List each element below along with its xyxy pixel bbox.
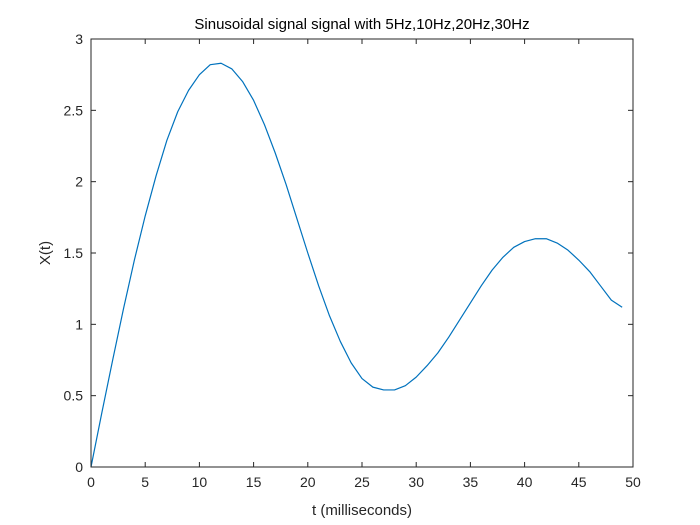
data-point — [329, 315, 330, 316]
plot-area — [91, 39, 633, 467]
data-point — [177, 111, 178, 112]
y-tick-label: 2.5 — [64, 102, 84, 118]
data-point — [155, 175, 156, 176]
data-point — [535, 238, 536, 239]
data-point — [340, 341, 341, 342]
data-point — [264, 124, 265, 125]
x-tick-label: 20 — [300, 474, 316, 490]
y-tick-label: 2 — [75, 174, 83, 190]
x-tick-label: 40 — [517, 474, 533, 490]
data-point — [448, 337, 449, 338]
data-point — [166, 140, 167, 141]
x-tick-label: 0 — [87, 474, 95, 490]
data-point — [567, 250, 568, 251]
y-tick-label: 1 — [75, 316, 83, 332]
data-point — [578, 260, 579, 261]
data-point — [275, 153, 276, 154]
x-tick-label: 50 — [625, 474, 641, 490]
x-tick-label: 5 — [141, 474, 149, 490]
data-point — [546, 238, 547, 239]
series-line — [90, 62, 623, 468]
x-tick-label: 45 — [571, 474, 587, 490]
x-tick-label: 35 — [463, 474, 479, 490]
data-point — [307, 252, 308, 253]
data-point — [112, 359, 113, 360]
data-point — [589, 271, 590, 272]
y-tick-label: 1.5 — [64, 245, 84, 261]
data-point — [383, 389, 384, 390]
data-point — [231, 68, 232, 69]
data-point — [210, 64, 211, 65]
data-point — [481, 285, 482, 286]
data-point — [318, 285, 319, 286]
data-point — [491, 270, 492, 271]
data-point — [437, 352, 438, 353]
data-point — [351, 362, 352, 363]
data-point — [101, 412, 102, 413]
y-tick-label: 3 — [75, 31, 83, 47]
data-point — [361, 378, 362, 379]
data-point — [286, 184, 287, 185]
data-point — [426, 365, 427, 366]
data-point — [502, 257, 503, 258]
data-point — [394, 389, 395, 390]
x-tick-label: 10 — [192, 474, 208, 490]
data-point — [470, 302, 471, 303]
y-axis-label: X(t) — [37, 241, 54, 265]
data-point — [145, 215, 146, 216]
data-point — [123, 308, 124, 309]
data-point — [557, 242, 558, 243]
data-point — [513, 247, 514, 248]
series-group — [90, 62, 623, 468]
x-tick-label: 15 — [246, 474, 262, 490]
x-axis-ticks: 0 5 10 15 20 25 30 35 40 45 50 — [87, 39, 641, 490]
data-point — [459, 319, 460, 320]
y-tick-label: 0.5 — [64, 388, 84, 404]
plot-frame — [90, 38, 634, 468]
x-axis-label: t (milliseconds) — [312, 502, 412, 519]
data-point — [199, 74, 200, 75]
chart-title: Sinusoidal signal signal with 5Hz,10Hz,2… — [194, 16, 529, 33]
data-point — [134, 260, 135, 261]
data-point — [600, 285, 601, 286]
data-point — [611, 299, 612, 300]
data-point — [242, 81, 243, 82]
y-tick-label: 0 — [75, 459, 83, 475]
data-point — [220, 63, 221, 64]
data-point — [188, 90, 189, 91]
data-point — [524, 241, 525, 242]
data-point — [622, 307, 623, 308]
data-point — [253, 100, 254, 101]
data-point — [416, 377, 417, 378]
x-tick-label: 25 — [354, 474, 370, 490]
data-point — [372, 387, 373, 388]
data-point — [296, 218, 297, 219]
data-point — [405, 385, 406, 386]
x-tick-label: 30 — [408, 474, 424, 490]
